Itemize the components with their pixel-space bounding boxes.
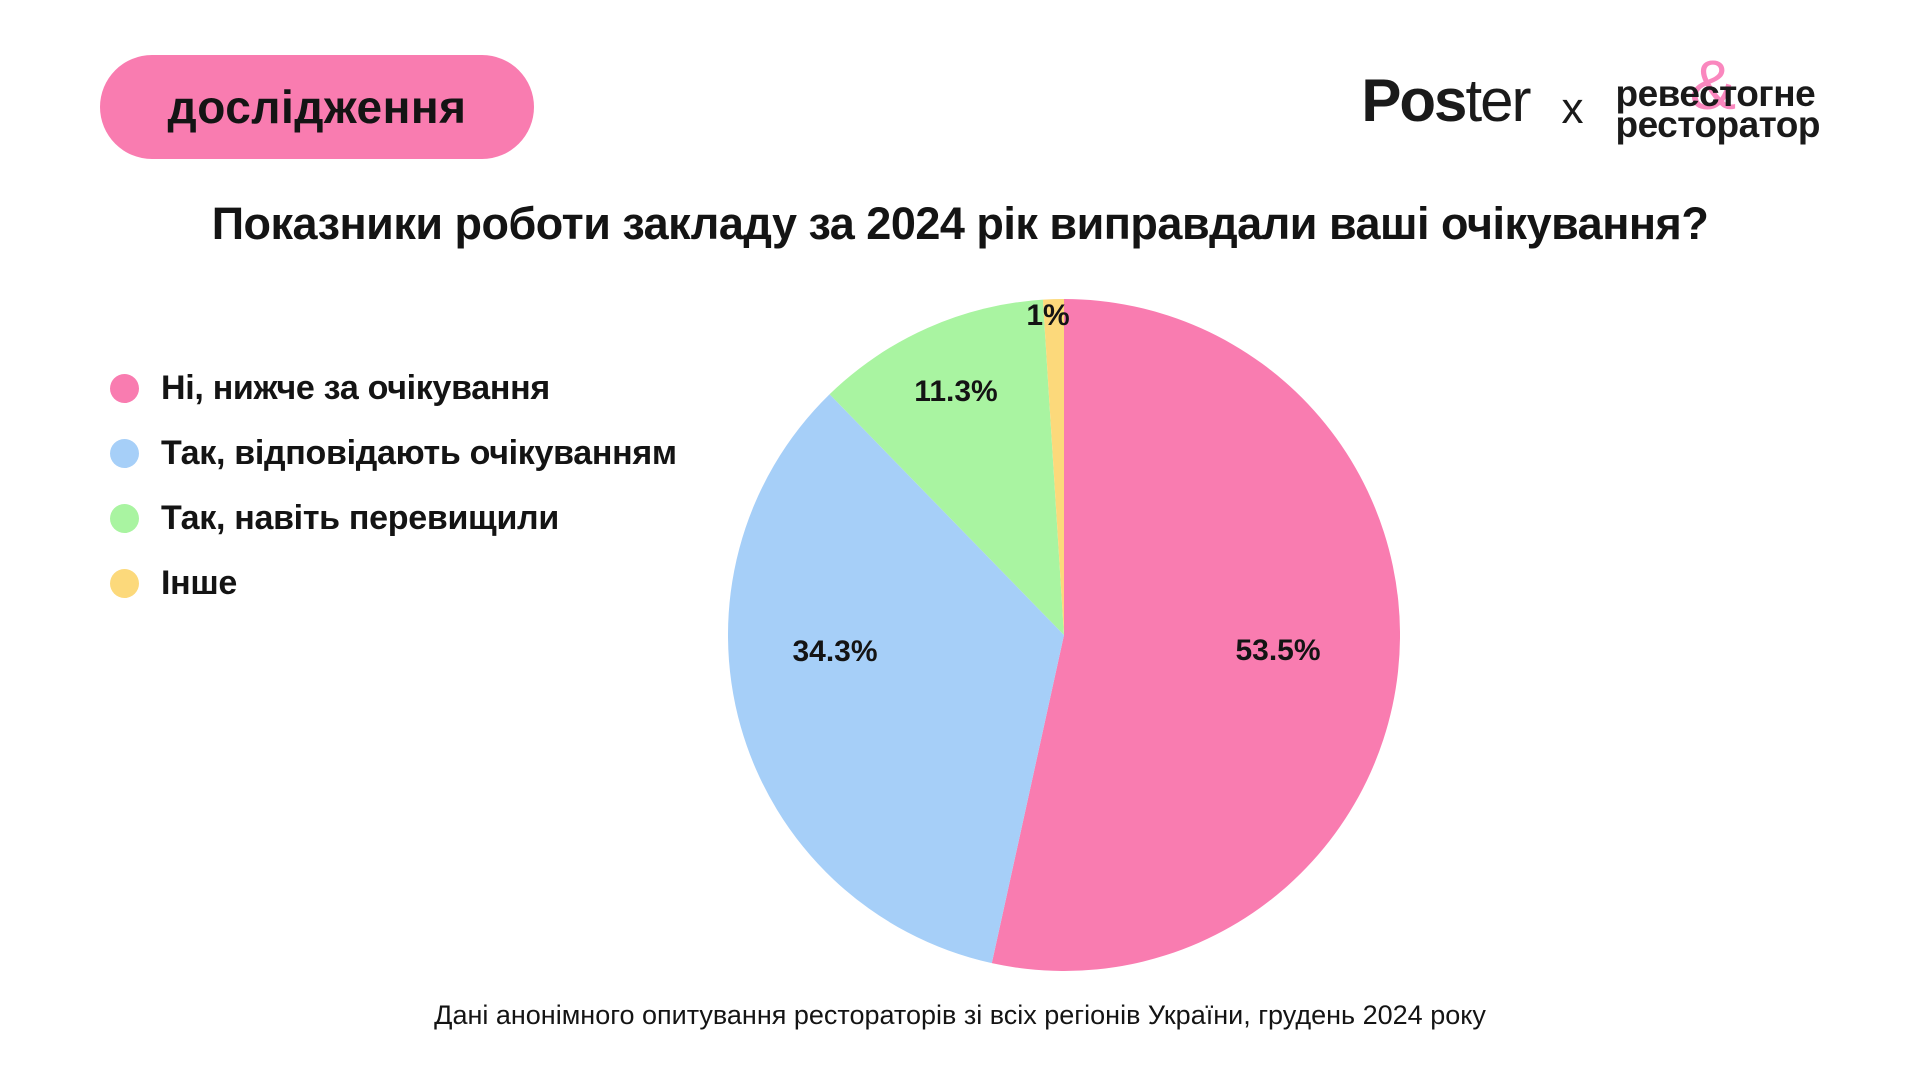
pie-slice: [1042, 299, 1064, 635]
legend-swatch: [110, 568, 139, 598]
pie-slice: [829, 299, 1064, 635]
research-badge-label: дослідження: [167, 81, 467, 133]
legend-label: Ні, нижче за очікування: [161, 368, 550, 407]
chart-title: Показники роботи закладу за 2024 рік вип…: [211, 198, 1709, 249]
pie-value-label: 1%: [1026, 299, 1070, 332]
header-logos: Poster x & ревестогне ресторатор: [1361, 50, 1820, 146]
pie-slice: [728, 394, 1064, 964]
poster-logo-bold: Pos: [1361, 67, 1467, 134]
legend-item: Інше: [110, 563, 677, 603]
chart-legend: Ні, нижче за очікування Так, відповідають…: [110, 368, 677, 603]
pie-value-label: 11.3%: [914, 375, 998, 408]
pie-slice: [991, 299, 1400, 971]
partner-logo-line2: ресторатор: [1615, 104, 1820, 146]
legend-label: Інше: [161, 563, 238, 602]
research-badge: дослідження: [100, 55, 534, 159]
poster-logo-light: ter: [1465, 67, 1531, 134]
ampersand-glyph: &: [1689, 46, 1736, 124]
poster-logo: Poster: [1361, 67, 1531, 134]
legend-swatch: [110, 373, 139, 403]
pie-value-label: 34.3%: [792, 635, 878, 668]
legend-label: Так, відповідають очікуванням: [161, 433, 677, 472]
pie-chart: 53.5% 34.3% 11.3% 1%: [728, 299, 1400, 971]
legend-label: Так, навіть перевищили: [161, 498, 559, 537]
pie-svg: [728, 299, 1400, 971]
footnote: Дані анонімного опитування рестораторів …: [434, 1000, 1486, 1030]
legend-swatch: [110, 438, 139, 468]
partner-logo: & ревестогне ресторатор: [1615, 50, 1820, 146]
legend-item: Ні, нижче за очікування: [110, 368, 677, 408]
pie-value-label: 53.5%: [1235, 634, 1321, 667]
partner-logo-line1: ревестогне: [1615, 73, 1816, 114]
legend-swatch: [110, 503, 139, 533]
legend-item: Так, навіть перевищили: [110, 498, 677, 538]
collab-x-separator: x: [1561, 84, 1584, 133]
legend-item: Так, відповідають очікуванням: [110, 433, 677, 473]
